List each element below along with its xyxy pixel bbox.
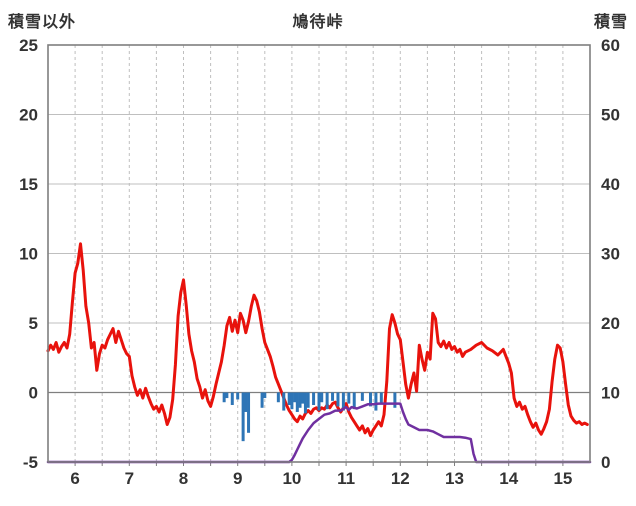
y-left-tick-label: 15 — [19, 175, 38, 194]
y-left-tick-label: 0 — [29, 384, 38, 403]
left-axis-title: 積雪以外 — [8, 14, 77, 31]
x-tick-label: 15 — [553, 469, 572, 488]
precipitation-bar — [230, 392, 234, 406]
precipitation-bar — [306, 392, 310, 408]
precipitation-bar — [312, 392, 316, 406]
y-left-tick-label: 25 — [19, 36, 38, 55]
precipitation-bar — [320, 392, 324, 403]
precipitation-bar — [241, 392, 245, 442]
precipitation-bar — [325, 392, 329, 410]
precipitation-bar — [290, 392, 294, 410]
precipitation-bar — [222, 392, 226, 403]
precipitation-bar — [244, 392, 248, 412]
plot-frame — [47, 44, 591, 463]
precipitation-bar — [298, 392, 302, 408]
precipitation-bar — [360, 392, 364, 401]
precipitation-bar — [379, 392, 383, 404]
x-tick-label: 11 — [337, 469, 355, 488]
x-tick-label: 12 — [391, 469, 410, 488]
precipitation-bar — [225, 392, 229, 399]
precipitation-bar — [341, 392, 345, 411]
x-tick-label: 6 — [70, 469, 79, 488]
precipitation-bar — [260, 392, 264, 408]
precipitation-bar — [293, 392, 297, 403]
y-left-tick-label: 10 — [19, 245, 38, 264]
precipitation-bar — [374, 392, 378, 411]
x-tick-label: 10 — [282, 469, 301, 488]
y-right-tick-label: 40 — [601, 175, 620, 194]
y-right-tick-label: 60 — [601, 36, 620, 55]
y-right-tick-label: 20 — [601, 314, 620, 333]
y-right-tick-label: 30 — [601, 245, 620, 264]
precipitation-bar — [263, 392, 267, 399]
precipitation-bar — [247, 392, 251, 433]
precipitation-bar — [303, 392, 307, 414]
y-right-tick-label: 0 — [601, 453, 610, 472]
precipitation-bar — [317, 392, 321, 411]
precipitation-bar — [301, 392, 305, 404]
right-axis-title: 積雪 — [593, 14, 628, 31]
precipitation-bar — [287, 392, 291, 406]
precipitation-bar — [352, 392, 356, 410]
precipitation-bar — [331, 392, 335, 401]
x-tick-label: 9 — [233, 469, 242, 488]
precipitation-bar — [236, 392, 240, 400]
precipitation-bar — [282, 392, 286, 411]
y-right-tick-label: 10 — [601, 384, 620, 403]
x-tick-label: 7 — [125, 469, 134, 488]
snow-depth-line — [46, 402, 592, 464]
precipitation-bar — [393, 392, 397, 408]
x-tick-label: 8 — [179, 469, 188, 488]
precipitation-bar — [347, 392, 351, 404]
y-left-tick-label: 20 — [19, 106, 38, 125]
y-right-tick-label: 50 — [601, 106, 620, 125]
y-left-tick-label: 5 — [29, 314, 38, 333]
temperature-line — [46, 242, 589, 438]
precipitation-bar — [295, 392, 299, 412]
precipitation-bar — [336, 392, 340, 407]
x-tick-label: 14 — [499, 469, 518, 488]
precipitation-bar — [368, 392, 372, 407]
y-left-tick-label: -5 — [23, 453, 38, 472]
x-tick-label: 13 — [445, 469, 464, 488]
chart-title: 鳩待峠 — [292, 14, 344, 31]
precipitation-bar — [276, 392, 280, 403]
